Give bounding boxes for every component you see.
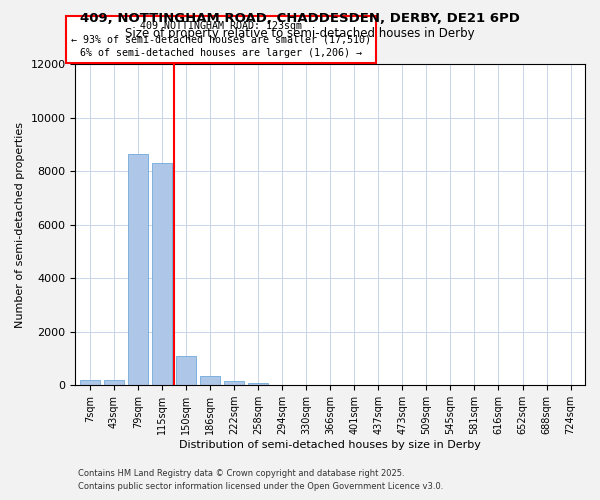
X-axis label: Distribution of semi-detached houses by size in Derby: Distribution of semi-detached houses by … — [179, 440, 481, 450]
Bar — [224, 381, 244, 385]
Bar — [248, 383, 268, 385]
Text: Size of property relative to semi-detached houses in Derby: Size of property relative to semi-detach… — [125, 28, 475, 40]
Y-axis label: Number of semi-detached properties: Number of semi-detached properties — [15, 122, 25, 328]
Bar — [80, 380, 100, 385]
Text: 409, NOTTINGHAM ROAD, CHADDESDEN, DERBY, DE21 6PD: 409, NOTTINGHAM ROAD, CHADDESDEN, DERBY,… — [80, 12, 520, 26]
Text: Contains HM Land Registry data © Crown copyright and database right 2025.: Contains HM Land Registry data © Crown c… — [78, 468, 404, 477]
Bar — [104, 380, 124, 385]
Bar — [128, 154, 148, 385]
Text: Contains public sector information licensed under the Open Government Licence v3: Contains public sector information licen… — [78, 482, 443, 491]
Bar — [152, 163, 172, 385]
Text: 409 NOTTINGHAM ROAD: 123sqm
← 93% of semi-detached houses are smaller (17,510)
6: 409 NOTTINGHAM ROAD: 123sqm ← 93% of sem… — [71, 21, 371, 58]
Bar — [176, 356, 196, 385]
Bar — [200, 376, 220, 385]
